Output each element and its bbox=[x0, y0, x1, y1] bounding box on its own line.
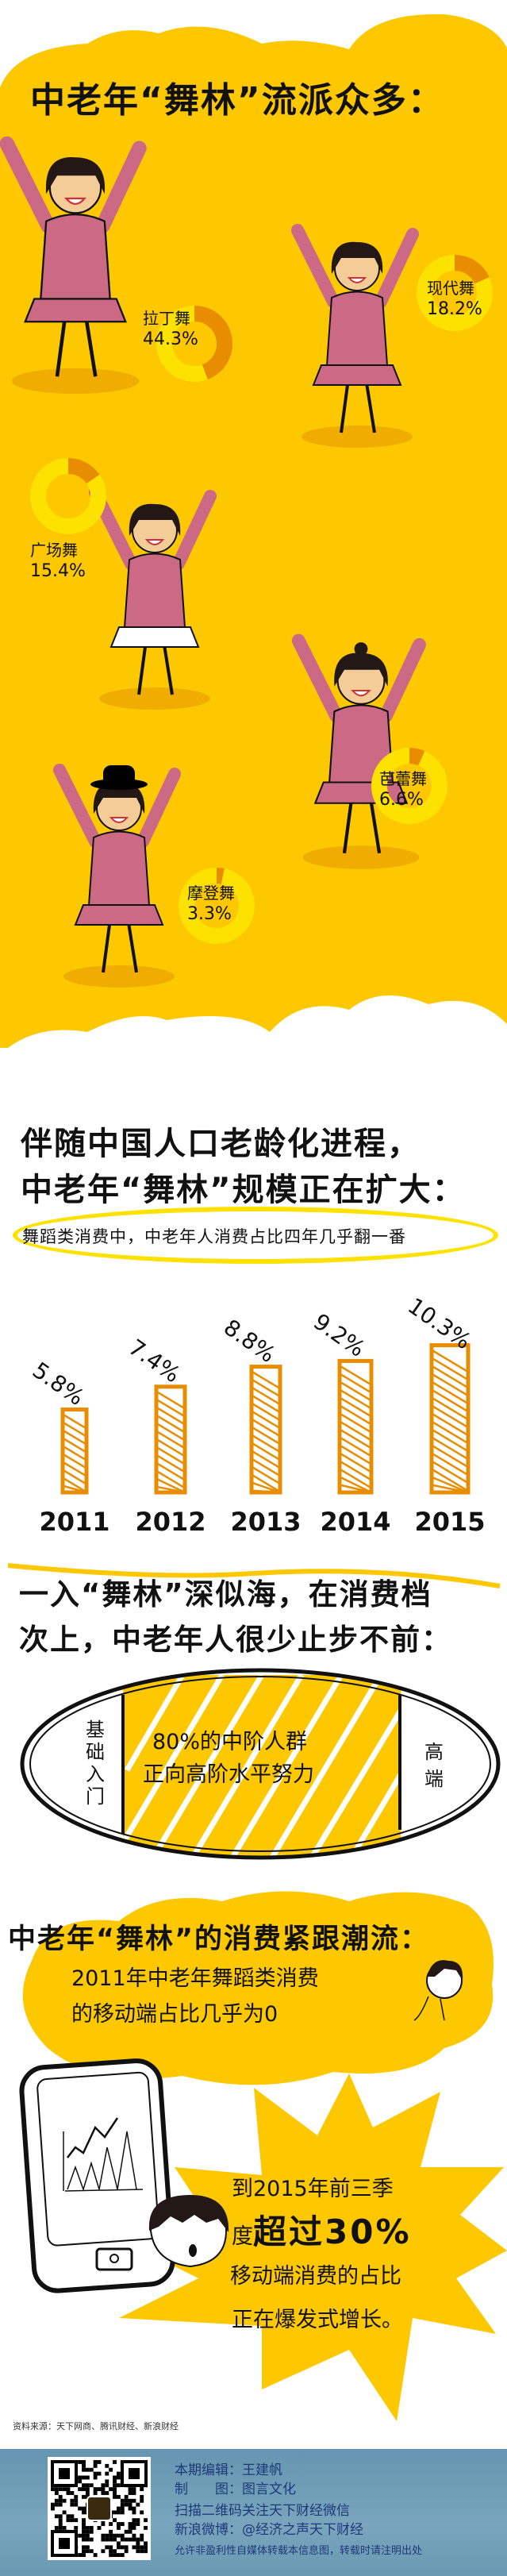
bar-chart: 5.8% 2011 7.4% 2012 8.8% 2013 9.2% 2014 … bbox=[28, 1292, 486, 1537]
section4-title: 中老年“舞林”的消费紧跟潮流： bbox=[8, 1923, 430, 1955]
footer-graphics-value: 图言文化 bbox=[242, 2482, 296, 2497]
section3-title-line1: 一入“舞林”深似海，在消费档 bbox=[19, 1577, 432, 1611]
section5-line2: 度超过30% bbox=[232, 2205, 412, 2254]
donut-2: 广场舞 15.4% bbox=[30, 458, 106, 581]
dance-name: 拉丁舞 bbox=[143, 309, 190, 328]
dance-name: 摩登舞 bbox=[187, 884, 235, 903]
donut-share-arc bbox=[409, 748, 425, 766]
section5-highlight: 超过30% bbox=[253, 2212, 412, 2251]
qr-code[interactable] bbox=[48, 2457, 151, 2560]
smartphone-illustration bbox=[19, 2058, 175, 2293]
year-label: 2013 bbox=[230, 1507, 301, 1537]
section2-title-line2: 中老年“舞林”规模正在扩大： bbox=[21, 1172, 466, 1208]
dancers-layer: 拉丁舞 44.3% 现代舞 18.2% 广场舞 15.4% bbox=[0, 136, 493, 988]
section2-title-line1: 伴随中国人口老龄化进程， bbox=[21, 1126, 421, 1162]
consumption-level-ellipse bbox=[20, 1668, 501, 1860]
dance-name: 现代舞 bbox=[427, 279, 474, 298]
dancer-illustration bbox=[291, 224, 419, 448]
footer-notice: 允许非盈利性自媒体转载本信息图，转载时请注明出处 bbox=[175, 2545, 423, 2557]
subtitle-highlight-oval bbox=[13, 1207, 498, 1264]
rising-chart-icon bbox=[67, 2117, 119, 2158]
section4-line1: 2011年中老年舞蹈类消费 bbox=[71, 1966, 319, 1991]
surprised-girl-illustration bbox=[148, 2195, 229, 2268]
section5-line4: 正在爆发式增长。 bbox=[232, 2308, 403, 2332]
section3-title-line2: 次上，中老年人很少止步不前： bbox=[19, 1623, 452, 1657]
year-label: 2015 bbox=[414, 1507, 485, 1537]
dancer-illustration bbox=[53, 764, 181, 988]
footer-graphics-label: 制 图： bbox=[175, 2482, 242, 2497]
section2-subtitle: 舞蹈类消费中，中老年人消费占比四年几乎翻一番 bbox=[22, 1227, 406, 1246]
year-label: 2012 bbox=[135, 1507, 205, 1537]
footer: 本期编辑：王建帆 制 图：图言文化 扫描二维码关注天下财经微信 新浪微博：@经济… bbox=[0, 2449, 507, 2576]
section5-line2-prefix: 度 bbox=[232, 2224, 253, 2249]
footer-editor: 本期编辑：王建帆 bbox=[175, 2462, 282, 2478]
thinking-boy-illustration bbox=[413, 1960, 463, 2021]
section5-line1: 到2015年前三季 bbox=[232, 2177, 394, 2201]
level-high-label: 高端 bbox=[424, 1741, 444, 1790]
footer-graphics: 制 图：图言文化 bbox=[175, 2478, 296, 2497]
level-basic-label: 基础入门 bbox=[86, 1719, 105, 1808]
dance-percent: 15.4% bbox=[30, 561, 86, 581]
donut-0: 拉丁舞 44.3% bbox=[143, 306, 232, 382]
dancer-illustration bbox=[0, 136, 147, 395]
footer-weibo[interactable]: 新浪微博：@经济之声天下财经 bbox=[175, 2522, 363, 2538]
year-label: 2011 bbox=[39, 1507, 109, 1537]
dance-percent: 6.6% bbox=[379, 790, 424, 810]
burst-shape bbox=[119, 2074, 507, 2421]
donut-share-arc bbox=[67, 458, 100, 484]
donut-1: 现代舞 18.2% bbox=[417, 255, 493, 331]
yellow-brush-divider bbox=[7, 1563, 501, 1588]
donut-3: 芭蕾舞 6.6% bbox=[371, 748, 447, 824]
source-note: 资料来源：天下网商、腾讯财经、新浪财经 bbox=[13, 2421, 179, 2432]
donut-4: 摩登舞 3.3% bbox=[179, 867, 255, 944]
dance-name: 芭蕾舞 bbox=[379, 769, 427, 788]
level-middle-line1: 80%的中阶人群 bbox=[152, 1730, 308, 1754]
section4-cloud bbox=[22, 1891, 494, 2085]
section5-line3: 移动端消费的占比 bbox=[230, 2264, 401, 2289]
dance-percent: 44.3% bbox=[143, 329, 198, 349]
dance-percent: 18.2% bbox=[427, 299, 482, 319]
section4-line2: 的移动端占比几乎为0 bbox=[71, 2002, 278, 2027]
section1-title: 中老年“舞林”流派众多： bbox=[30, 80, 444, 121]
donut-share-arc bbox=[454, 255, 490, 284]
level-middle-line2: 正向高阶水平努力 bbox=[143, 1762, 314, 1787]
dance-percent: 3.3% bbox=[187, 904, 232, 924]
donut-share-arc bbox=[194, 306, 232, 379]
year-label: 2014 bbox=[320, 1507, 390, 1537]
footer-scan: 扫描二维码关注天下财经微信 bbox=[175, 2503, 350, 2519]
dance-name: 广场舞 bbox=[30, 541, 78, 560]
